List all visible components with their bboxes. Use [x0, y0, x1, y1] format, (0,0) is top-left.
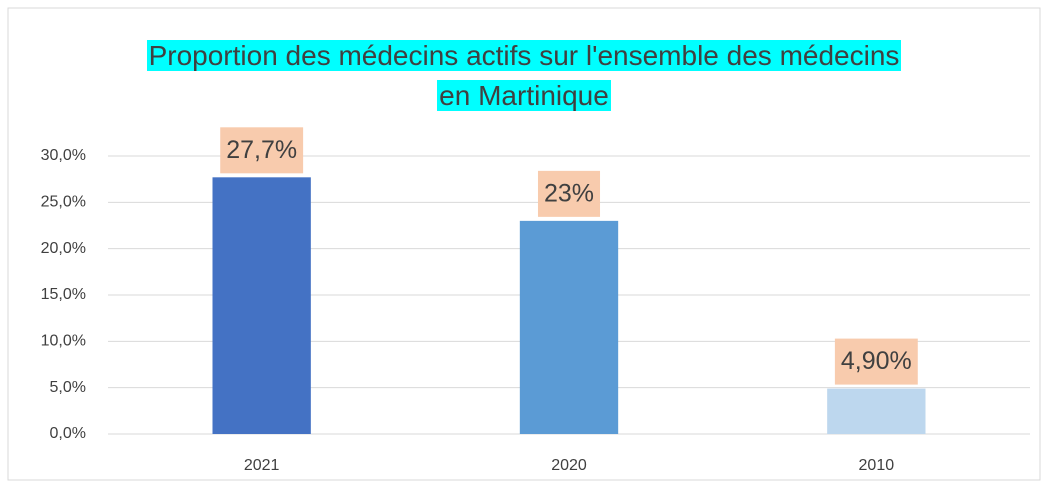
y-tick-label: 10,0%	[41, 333, 86, 350]
bar	[519, 220, 619, 434]
y-tick-label: 25,0%	[41, 194, 86, 211]
bar	[212, 177, 311, 434]
bar	[827, 388, 926, 434]
y-tick-label: 30,0%	[41, 147, 86, 164]
x-tick-label: 2020	[551, 457, 587, 474]
y-tick-label: 0,0%	[50, 425, 86, 442]
y-tick-label: 5,0%	[50, 379, 86, 396]
chart-title-box: Proportion des médecins actifs sur l'ens…	[134, 36, 914, 116]
x-tick-label: 2021	[244, 457, 280, 474]
chart-title: Proportion des médecins actifs sur l'ens…	[146, 40, 902, 111]
y-tick-label: 15,0%	[41, 286, 86, 303]
data-label: 27,7%	[226, 136, 297, 164]
data-label: 23%	[544, 179, 594, 207]
x-tick-label: 2010	[859, 457, 895, 474]
data-label-bg	[834, 338, 918, 385]
data-label-bg	[537, 170, 601, 217]
y-tick-label: 20,0%	[41, 240, 86, 257]
data-label: 4,90%	[841, 347, 912, 375]
data-label-bg	[220, 127, 304, 174]
